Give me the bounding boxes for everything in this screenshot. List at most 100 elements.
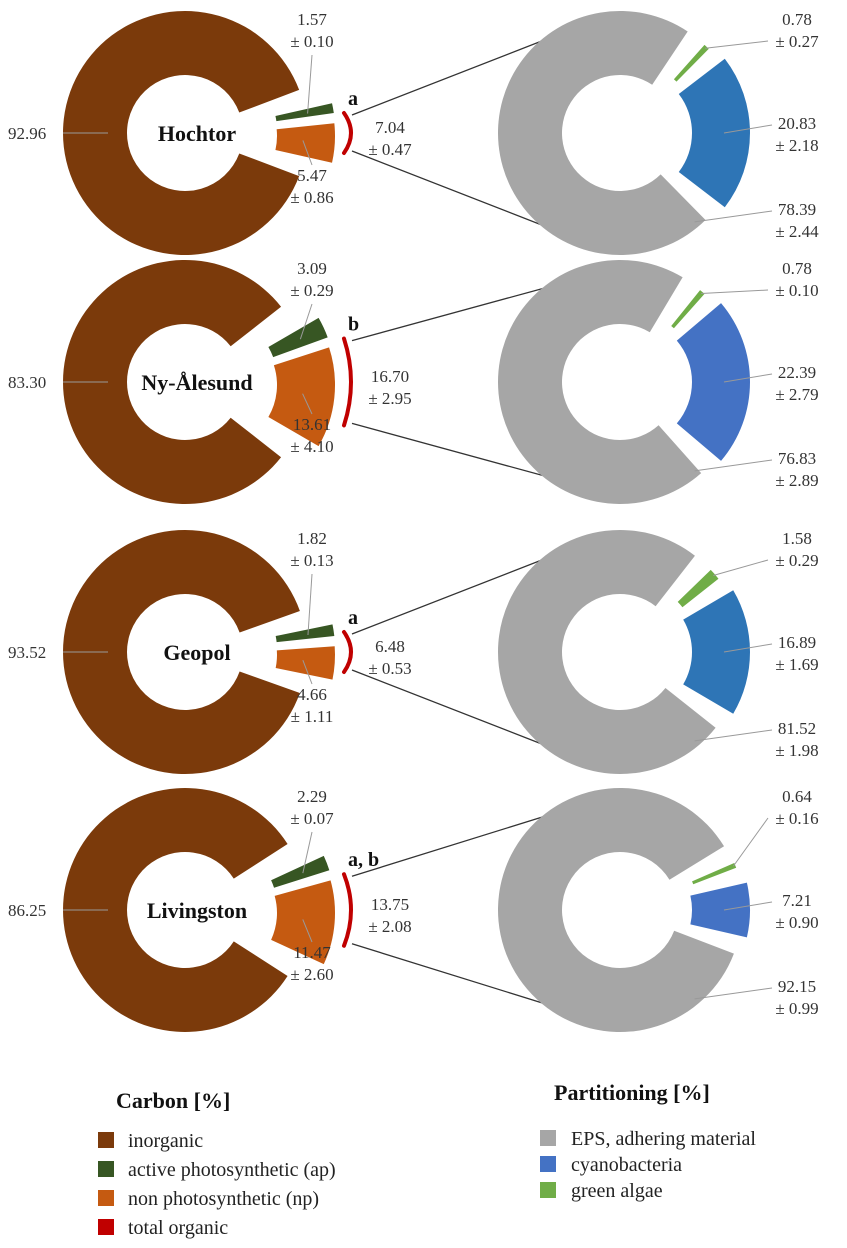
inorganic-slice [62,11,300,256]
inorganic-value-label: 83.30 [8,373,46,392]
carbon-legend-swatch [98,1219,114,1235]
green-algae-value-label: 1.58 [782,529,812,548]
total-organic-bracket [342,336,353,428]
site-name: Hochtor [158,121,236,146]
green-algae-value-label: 0.78 [782,10,812,29]
site-row-2: Ny-Ålesund 83.30 3.09 ± 0.29 13.61 ± 4.10 b 16.… [8,259,819,504]
eps-sd-label: ± 2.44 [775,222,819,241]
carbon-legend: Carbon [%] inorganic active photosyntheti… [98,1088,336,1239]
total-organic-bracket [342,111,353,155]
cyanobacteria-sd-label: ± 2.18 [775,136,818,155]
site-name: Livingston [147,898,247,923]
green-algae-slice [673,44,709,82]
cyanobacteria-sd-label: ± 0.90 [775,913,818,932]
cyanobacteria-slice [690,882,750,938]
cyanobacteria-slice [678,58,750,208]
connector-line-top [351,555,553,635]
green-algae-sd-label: ± 0.27 [775,32,819,51]
site-row-1: Hochtor 92.96 1.57 ± 0.10 5.47 ± 0.86 a 7.04 ± 0… [8,10,819,256]
eps-value-label: 78.39 [778,200,816,219]
total-organic-value-label: 6.48 [375,637,405,656]
eps-value-label: 81.52 [778,719,816,738]
cyanobacteria-slice [683,590,750,714]
green-algae-slice [671,290,705,329]
active-photosynthetic-slice [268,317,328,358]
cyanobacteria-sd-label: ± 1.69 [775,655,818,674]
green-algae-slice [692,862,737,885]
significance-letter: b [348,314,359,336]
total-organic-bracket [342,872,353,948]
connector-line-top [351,813,553,877]
carbon-legend-label: non photosynthetic (np) [128,1188,319,1210]
cyanobacteria-slice [676,303,751,461]
active-photosynthetic-slice [275,624,335,643]
connector-line-bottom [351,669,553,749]
total-organic-value-label: 16.70 [371,367,409,386]
np-value-label: 13.61 [293,415,331,434]
site-row-3: Geopol 93.52 1.82 ± 0.13 4.66 ± 1.11 a 6.48 ± 0.… [8,529,819,774]
carbon-legend-label: inorganic [128,1130,203,1152]
total-organic-sd-label: ± 2.95 [368,389,411,408]
inorganic-value-label: 93.52 [8,643,46,662]
site-row-4: Livingston 86.25 2.29 ± 0.07 11.47 ± 2.60 a, b… [8,787,819,1032]
np-value-label: 4.66 [297,685,327,704]
np-leader-line [302,919,313,943]
connector-line-top [351,285,553,342]
inorganic-slice [63,787,288,1032]
eps-sd-label: ± 0.99 [775,999,818,1018]
ap-value-label: 2.29 [297,787,327,806]
carbon-legend-swatch [98,1161,114,1177]
eps-value-label: 92.15 [778,977,816,996]
np-leader-line [302,393,313,415]
cyanobacteria-value-label: 20.83 [778,114,816,133]
partitioning-legend-title: Partitioning [%] [554,1080,710,1105]
site-rows: Hochtor 92.96 1.57 ± 0.10 5.47 ± 0.86 a 7.04 ± 0… [8,10,819,1032]
eps-slice [497,787,734,1032]
inorganic-value-label: 86.25 [8,901,46,920]
ap-value-label: 3.09 [297,259,327,278]
partitioning-legend-label: cyanobacteria [571,1154,682,1176]
eps-leader-line [694,459,773,472]
cyanobacteria-sd-label: ± 2.79 [775,385,818,404]
carbon-legend-label: total organic [128,1217,228,1239]
significance-letter: a [348,88,358,110]
active-photosynthetic-slice [271,855,330,888]
cyanobacteria-value-label: 7.21 [782,891,812,910]
total-organic-bracket [342,630,353,674]
active-photosynthetic-slice [275,103,334,122]
connector-line-bottom [351,943,553,1007]
connector-line-top [351,36,553,116]
ap-value-label: 1.82 [297,529,327,548]
eps-value-label: 76.83 [778,449,816,468]
partitioning-legend-swatch [540,1182,556,1198]
ap-sd-label: ± 0.07 [290,809,334,828]
carbon-legend-swatch [98,1132,114,1148]
partitioning-legend-swatch [540,1130,556,1146]
connector-line-bottom [351,422,553,479]
eps-leader-line [694,987,773,1000]
total-organic-sd-label: ± 2.08 [368,917,411,936]
np-sd-label: ± 1.11 [291,707,334,726]
green-algae-leader-line [713,559,769,577]
carbon-legend-swatch [98,1190,114,1206]
green-algae-leader-line [732,817,769,867]
ap-leader-line [307,54,313,114]
np-leader-line [302,140,313,166]
green-algae-leader-line [705,40,769,49]
cyanobacteria-leader-line [723,643,773,653]
non-photosynthetic-slice [268,347,335,447]
non-photosynthetic-slice [275,123,335,163]
np-leader-line [302,659,313,685]
ap-leader-line [299,303,313,340]
cyanobacteria-value-label: 22.39 [778,363,816,382]
non-photosynthetic-slice [271,880,335,965]
ap-leader-line [307,573,313,636]
partitioning-legend-swatch [540,1156,556,1172]
inorganic-slice [62,530,300,774]
green-algae-sd-label: ± 0.10 [775,281,818,300]
total-organic-sd-label: ± 0.47 [368,140,412,159]
eps-leader-line [694,729,773,742]
eps-slice [497,259,702,504]
partitioning-legend-label: EPS, adhering material [571,1128,756,1150]
